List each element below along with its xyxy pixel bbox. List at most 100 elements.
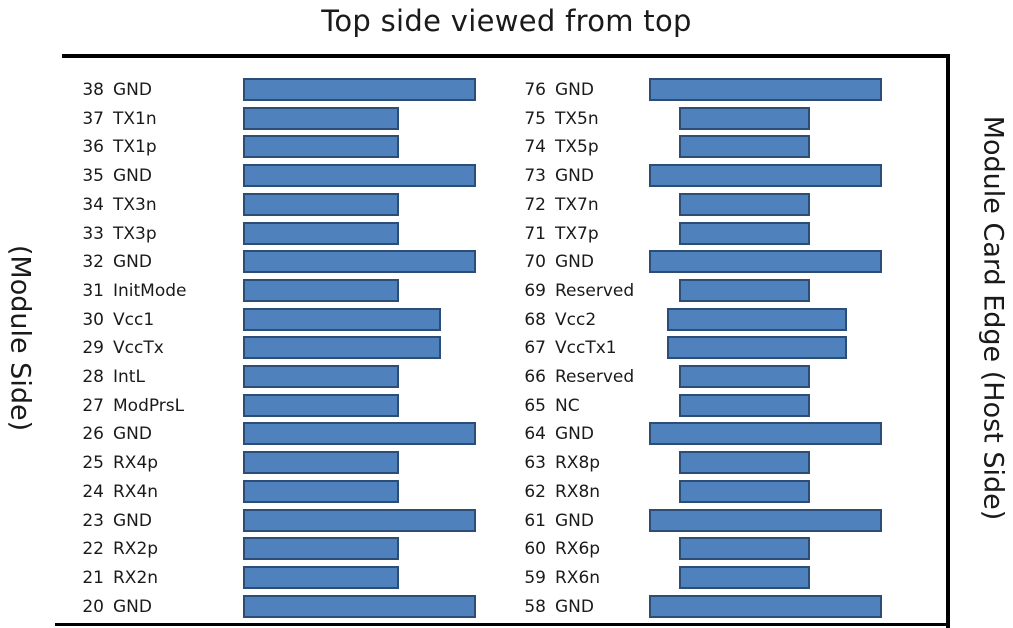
pin-signal-name: ModPrsL (113, 395, 185, 416)
contact-pad-short (243, 393, 399, 417)
contact-pad-short (679, 365, 810, 388)
contact-pad-long (243, 508, 476, 532)
right-pin-label: 58 GND (514, 593, 594, 621)
pin-number: 61 (524, 510, 546, 531)
contact-pad-medium (667, 307, 847, 331)
contact-pad-short (243, 106, 399, 130)
right-pin-label: 62 RX8n (514, 478, 600, 506)
pin-number: 33 (82, 223, 104, 244)
pin-number: 37 (82, 108, 104, 129)
contact-pad-short (679, 537, 810, 561)
pin-number: 66 (524, 367, 546, 387)
left-pin-label: 25 RX4p (72, 449, 158, 477)
contact-pad-medium (243, 307, 441, 331)
left-pin-label: 23 GND (72, 507, 152, 535)
contact-pad-long (243, 78, 476, 101)
card-frame-right-edge (946, 54, 950, 628)
left-pin-label: 21 RX2n (72, 564, 158, 592)
right-pin-label: 73 GND (514, 162, 594, 190)
left-pin-label: 38 GND (72, 76, 152, 104)
pin-number: 26 (82, 424, 104, 445)
pin-number: 76 (524, 80, 546, 100)
pin-signal-name: TX1p (113, 137, 157, 158)
pin-signal-name: RX2p (113, 539, 159, 560)
contact-pad-short (243, 479, 399, 503)
pin-number: 35 (82, 166, 104, 187)
pin-number: 20 (82, 596, 104, 617)
contact-pad-short (243, 537, 399, 561)
pin-signal-name: TX5n (555, 108, 599, 129)
pin-signal-name: RX2n (113, 567, 159, 588)
contact-pad-long (649, 594, 882, 618)
right-pin-label: 75 TX5n (514, 105, 599, 133)
pin-number: 28 (82, 367, 104, 387)
left-pin-label: 20 GND (72, 593, 152, 621)
pin-number: 31 (82, 280, 104, 301)
pin-signal-name: Vcc2 (555, 309, 597, 330)
contact-pad-short (243, 278, 399, 302)
pin-number: 32 (82, 252, 104, 273)
right-pin-label: 71 TX7p (514, 220, 598, 248)
pin-signal-name: Reserved (555, 280, 635, 301)
pin-signal-name: GND (555, 252, 594, 273)
pin-signal-name: Reserved (555, 367, 635, 387)
right-pin-label: 65 NC (514, 392, 579, 420)
pin-number: 64 (524, 424, 546, 445)
contact-pad-short (243, 135, 399, 159)
contact-pad-long (243, 594, 476, 618)
pin-number: 21 (82, 567, 104, 588)
pin-number: 23 (82, 510, 104, 531)
right-pin-label: 69 Reserved (514, 277, 634, 305)
pin-signal-name: GND (555, 80, 594, 100)
contact-pad-long (649, 78, 882, 101)
contact-pad-short (243, 221, 399, 245)
pin-number: 36 (82, 137, 104, 158)
pin-number: 34 (82, 194, 104, 215)
contact-pad-short (243, 451, 399, 475)
pin-number: 58 (524, 596, 546, 617)
left-pin-label: 32 GND (72, 248, 152, 276)
pin-signal-name: RX4p (113, 453, 159, 474)
contact-pad-short (243, 365, 399, 388)
pin-number: 38 (82, 80, 104, 100)
left-pin-label: 37 TX1n (72, 105, 157, 133)
contact-pad-short (679, 479, 810, 503)
pin-signal-name: TX1n (113, 108, 157, 129)
pin-signal-name: GND (113, 80, 152, 100)
left-pin-label: 26 GND (72, 420, 152, 448)
pin-number: 67 (524, 338, 546, 359)
right-pin-label: 64 GND (514, 420, 594, 448)
contact-pad-short (679, 451, 810, 475)
right-pin-label: 60 RX6p (514, 535, 600, 563)
right-pin-label: 76 GND (514, 76, 594, 104)
contact-pad-short (243, 565, 399, 589)
left-pin-label: 29 VccTx (72, 334, 163, 362)
right-pin-label: 72 TX7n (514, 191, 598, 219)
pin-signal-name: TX5p (555, 137, 599, 158)
pin-signal-name: VccTx1 (555, 338, 617, 359)
pin-number: 22 (82, 539, 104, 560)
left-pin-label: 22 RX2p (72, 535, 158, 563)
right-pin-label: 59 RX6n (514, 564, 600, 592)
pin-signal-name: GND (113, 510, 152, 531)
left-pin-label: 35 GND (72, 162, 152, 190)
right-pin-label: 70 GND (514, 248, 594, 276)
pin-signal-name: GND (113, 252, 152, 273)
pin-signal-name: RX8n (555, 481, 601, 502)
left-pin-label: 33 TX3p (72, 220, 156, 248)
contact-pad-short (679, 278, 810, 302)
contact-pad-short (243, 192, 399, 216)
pin-number: 60 (524, 539, 546, 560)
contact-pad-short (679, 106, 810, 130)
left-pin-label: 27 ModPrsL (72, 392, 184, 420)
card-frame-bottom-edge (55, 623, 950, 626)
pin-signal-name: RX4n (113, 481, 159, 502)
diagram-title: Top side viewed from top (321, 4, 692, 38)
pin-signal-name: Vcc1 (113, 309, 155, 330)
right-pin-label: 67 VccTx1 (514, 334, 617, 362)
contact-pad-short (679, 565, 810, 589)
pin-number: 74 (524, 137, 546, 158)
pin-number: 73 (524, 166, 546, 187)
pin-signal-name: GND (113, 596, 152, 617)
pin-signal-name: RX6n (555, 567, 601, 588)
